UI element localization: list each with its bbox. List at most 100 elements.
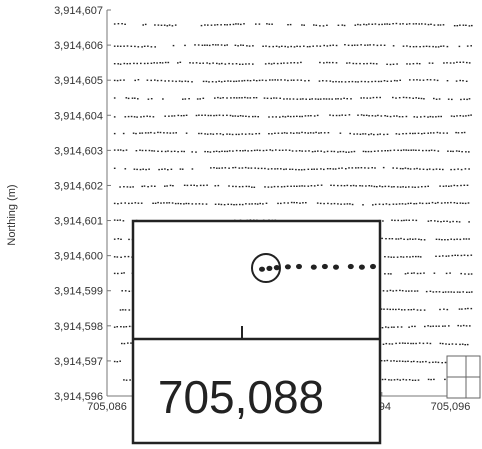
data-point — [451, 98, 453, 101]
data-point — [366, 44, 369, 46]
data-point — [351, 80, 354, 83]
data-point — [457, 254, 459, 257]
data-point — [421, 202, 424, 205]
data-point — [365, 185, 367, 187]
data-point — [455, 131, 457, 134]
data-point — [121, 290, 123, 292]
data-point — [432, 45, 434, 48]
data-point — [217, 184, 220, 187]
data-point — [254, 203, 257, 205]
data-point — [381, 150, 383, 152]
data-point — [402, 168, 404, 170]
data-point — [122, 309, 124, 311]
scan-line — [113, 44, 472, 48]
data-point — [185, 202, 188, 205]
data-point — [409, 168, 412, 170]
data-point — [312, 132, 315, 134]
data-point — [235, 133, 238, 136]
data-point — [355, 167, 357, 169]
data-point — [397, 326, 399, 328]
data-point — [395, 203, 398, 205]
data-point — [116, 361, 119, 363]
data-point — [411, 186, 414, 188]
data-point — [442, 342, 444, 345]
data-point — [400, 149, 402, 152]
data-point — [409, 63, 411, 65]
data-point — [464, 308, 467, 310]
data-point — [125, 149, 128, 151]
data-point — [467, 273, 470, 275]
data-point — [437, 115, 440, 118]
data-point — [128, 202, 130, 205]
data-point — [248, 133, 251, 135]
data-point — [338, 81, 340, 83]
data-point — [450, 201, 452, 204]
data-point — [131, 202, 133, 204]
data-point — [381, 378, 384, 381]
data-point — [344, 114, 347, 116]
data-point — [179, 61, 182, 63]
data-point — [220, 24, 222, 26]
data-point — [169, 132, 172, 134]
data-point — [310, 185, 313, 187]
data-point — [315, 24, 318, 26]
data-point — [253, 149, 256, 152]
data-point — [372, 44, 375, 46]
data-point — [399, 289, 401, 292]
data-point — [440, 115, 442, 118]
data-point — [367, 167, 370, 169]
data-point — [425, 45, 428, 47]
data-point — [384, 378, 387, 381]
data-point — [117, 149, 119, 151]
data-point — [439, 132, 441, 134]
data-point — [258, 23, 261, 25]
data-point — [296, 79, 299, 81]
data-point — [409, 256, 411, 258]
data-point — [403, 309, 406, 311]
data-point — [387, 185, 390, 188]
data-point — [154, 202, 157, 204]
data-point — [211, 81, 214, 83]
data-point — [157, 150, 159, 152]
data-point — [224, 167, 227, 169]
data-point — [195, 62, 198, 64]
data-point — [422, 342, 425, 345]
data-point — [402, 23, 404, 25]
data-point — [423, 115, 426, 118]
data-point — [453, 291, 455, 293]
data-point — [128, 238, 130, 241]
data-point — [390, 379, 393, 381]
data-point — [418, 23, 420, 25]
data-point — [274, 168, 276, 170]
data-point — [395, 133, 398, 135]
data-point — [159, 131, 162, 134]
data-point — [290, 45, 292, 48]
data-point — [134, 79, 136, 82]
data-point — [445, 185, 447, 187]
data-point — [385, 326, 387, 328]
data-point — [437, 150, 440, 152]
data-point — [123, 326, 125, 328]
x-tick-label: 705,096 — [431, 401, 471, 413]
data-point — [398, 116, 401, 118]
data-point — [226, 114, 228, 116]
data-point — [222, 97, 224, 99]
data-point — [212, 44, 214, 46]
data-point — [391, 238, 394, 240]
data-point — [408, 23, 411, 25]
data-point — [376, 186, 378, 188]
data-point — [157, 201, 159, 204]
data-point — [462, 202, 464, 204]
data-point — [121, 342, 123, 345]
data-point — [269, 79, 271, 81]
data-point — [428, 62, 431, 64]
data-point — [252, 63, 254, 65]
data-point — [416, 290, 419, 292]
inset-point — [358, 264, 365, 270]
data-point — [177, 151, 179, 153]
data-point — [150, 98, 153, 100]
data-point — [374, 115, 377, 117]
data-point — [414, 379, 417, 381]
data-point — [296, 62, 299, 64]
data-point — [438, 238, 441, 241]
